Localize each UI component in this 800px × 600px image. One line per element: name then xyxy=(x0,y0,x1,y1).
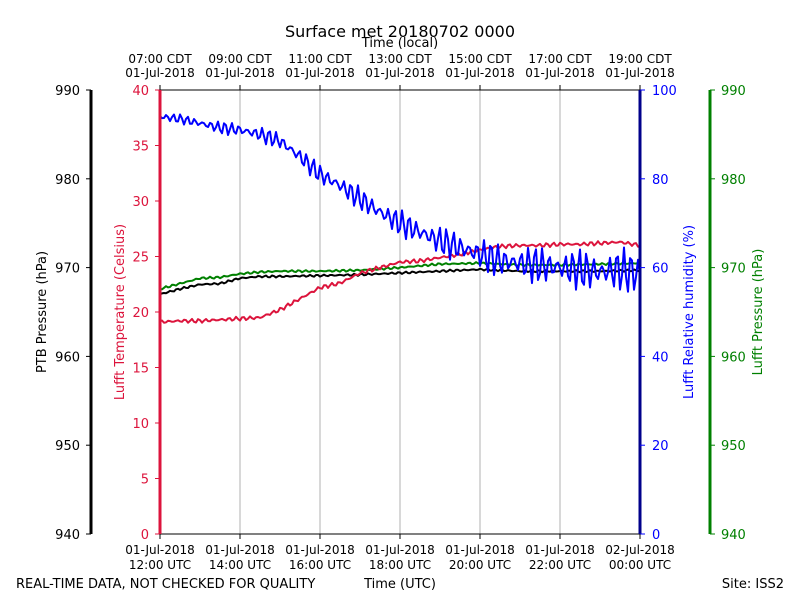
quality-footer: REAL-TIME DATA, NOT CHECKED FOR QUALITY xyxy=(16,577,315,592)
x-tick-label-utc-date: 02-Jul-2018 xyxy=(605,543,675,557)
x-tick-label-local-date: 01-Jul-2018 xyxy=(365,66,435,80)
x-tick-label-utc-date: 01-Jul-2018 xyxy=(365,543,435,557)
x-tick-label-utc-date: 01-Jul-2018 xyxy=(525,543,595,557)
humidity-tick-label: 80 xyxy=(652,173,669,188)
temperature-tick-label: 35 xyxy=(132,140,149,155)
x-tick-label-local-time: 19:00 CDT xyxy=(608,52,672,66)
temperature-tick-label: 15 xyxy=(132,362,149,377)
humidity-tick-label: 100 xyxy=(652,84,677,99)
x-tick-label-utc-time: 14:00 UTC xyxy=(209,558,271,572)
temperature-tick-label: 10 xyxy=(132,417,149,432)
x-tick-label-local-date: 01-Jul-2018 xyxy=(605,66,675,80)
x-tick-label-utc-date: 01-Jul-2018 xyxy=(205,543,275,557)
humidity-tick-label: 20 xyxy=(652,439,669,454)
x-tick-label-local-time: 09:00 CDT xyxy=(208,52,272,66)
temperature-tick-label: 25 xyxy=(132,251,149,266)
x-tick-label-utc-time: 20:00 UTC xyxy=(449,558,511,572)
lufft_pressure-tick-label: 960 xyxy=(721,350,746,365)
temperature-tick-label: 40 xyxy=(132,84,149,99)
x-tick-label-utc-time: 18:00 UTC xyxy=(369,558,431,572)
x-tick-label-utc-time: 16:00 UTC xyxy=(289,558,351,572)
ptb_pressure-tick-label: 950 xyxy=(55,439,80,454)
x-tick-label-utc-date: 01-Jul-2018 xyxy=(285,543,355,557)
lufft_pressure-tick-label: 990 xyxy=(721,84,746,99)
temperature-tick-label: 5 xyxy=(141,473,149,488)
x-tick-label-local-time: 07:00 CDT xyxy=(128,52,192,66)
x-tick-label-local-date: 01-Jul-2018 xyxy=(205,66,275,80)
x-tick-label-utc-time: 00:00 UTC xyxy=(609,558,671,572)
lufft_pressure-tick-label: 980 xyxy=(721,173,746,188)
x-tick-label-utc-time: 22:00 UTC xyxy=(529,558,591,572)
lufft_pressure-tick-label: 940 xyxy=(721,528,746,543)
x-tick-label-utc-date: 01-Jul-2018 xyxy=(445,543,515,557)
ptb_pressure-tick-label: 970 xyxy=(55,262,80,277)
x-tick-label-utc-date: 01-Jul-2018 xyxy=(125,543,195,557)
series-line-temperature xyxy=(159,240,641,324)
chart-title: Surface met 20180702 0000 xyxy=(285,22,515,41)
x-tick-label-local-date: 01-Jul-2018 xyxy=(285,66,355,80)
temperature-tick-label: 30 xyxy=(132,195,149,210)
x-tick-label-utc-time: 12:00 UTC xyxy=(129,558,191,572)
series-line-humidity xyxy=(159,113,641,293)
x-tick-label-local-time: 11:00 CDT xyxy=(288,52,352,66)
temperature-tick-label: 0 xyxy=(141,528,149,543)
site-label: Site: ISS2 xyxy=(722,577,784,592)
x-tick-label-local-time: 17:00 CDT xyxy=(528,52,592,66)
temperature-tick-label: 20 xyxy=(132,306,149,321)
ptb_pressure-tick-label: 940 xyxy=(55,528,80,543)
bottom-axis-label: Time (UTC) xyxy=(363,577,436,592)
humidity-tick-label: 0 xyxy=(652,528,660,543)
ptb_pressure-tick-label: 990 xyxy=(55,84,80,99)
humidity-axis-label: Lufft Relative humidity (%) xyxy=(682,225,697,399)
axes: 940 950 960 970 980 990 0 5 10 15 20 25 30 35 40 0 20 40 6… xyxy=(55,52,746,572)
x-tick-label-local-date: 01-Jul-2018 xyxy=(125,66,195,80)
x-tick-label-local-time: 13:00 CDT xyxy=(368,52,432,66)
lufft_pressure-tick-label: 950 xyxy=(721,439,746,454)
humidity-tick-label: 60 xyxy=(652,262,669,277)
humidity-tick-label: 40 xyxy=(652,350,669,365)
x-tick-label-local-date: 01-Jul-2018 xyxy=(525,66,595,80)
x-tick-label-local-time: 15:00 CDT xyxy=(448,52,512,66)
temperature-axis-label: Lufft Temperature (Celsius) xyxy=(113,224,128,400)
ptb-pressure-axis-label: PTB Pressure (hPa) xyxy=(35,251,50,373)
data-series xyxy=(159,113,641,324)
top-axis-label: Time (local) xyxy=(361,36,438,51)
lufft-pressure-axis-label: Lufft Pressure (hPa) xyxy=(751,249,766,376)
grid-lines xyxy=(239,90,561,534)
lufft_pressure-tick-label: 970 xyxy=(721,262,746,277)
x-tick-label-local-date: 01-Jul-2018 xyxy=(445,66,515,80)
ptb_pressure-tick-label: 960 xyxy=(55,350,80,365)
series-line-lufft_pressure xyxy=(159,261,641,291)
ptb_pressure-tick-label: 980 xyxy=(55,173,80,188)
